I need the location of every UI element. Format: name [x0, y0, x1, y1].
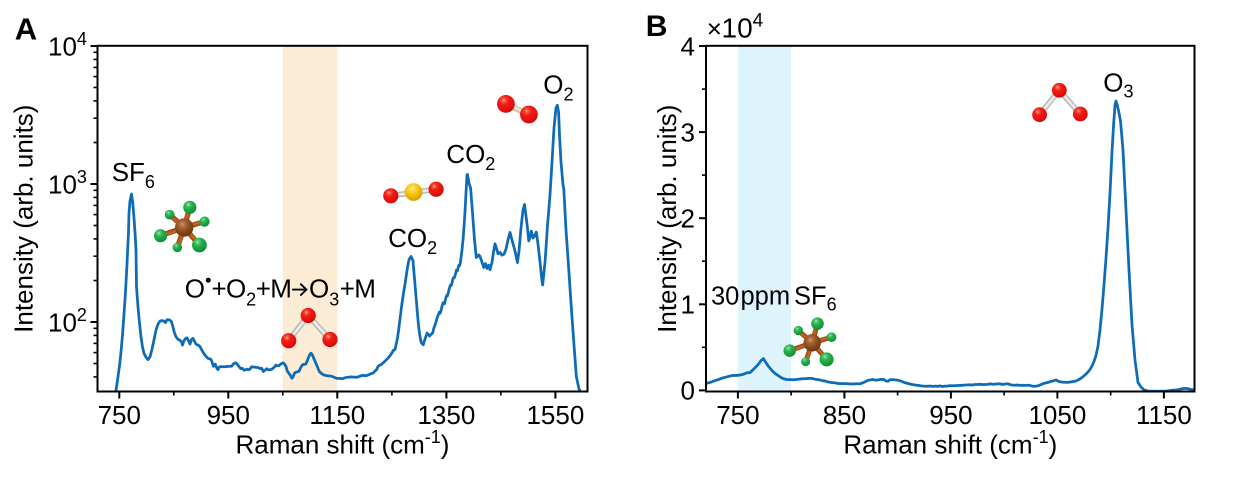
svg-text:B: B [646, 10, 668, 43]
svg-text:2: 2 [246, 289, 256, 309]
svg-text:750: 750 [716, 400, 759, 430]
svg-text:4: 4 [681, 31, 695, 61]
svg-text:ppm: ppm [741, 283, 791, 311]
svg-text:A: A [15, 12, 37, 47]
svg-text:850: 850 [823, 400, 866, 430]
svg-text:3: 3 [329, 289, 339, 309]
svg-text:1150: 1150 [1136, 400, 1192, 430]
svg-text:M: M [354, 273, 376, 303]
svg-text:3: 3 [681, 117, 695, 147]
svg-text:Intensity (arb. units): Intensity (arb. units) [652, 105, 682, 333]
svg-text:750: 750 [98, 400, 141, 430]
svg-text:O: O [185, 273, 205, 303]
svg-text:Intensity (arb. units): Intensity (arb. units) [9, 105, 39, 333]
svg-text:Raman shift (cm-1): Raman shift (cm-1) [843, 427, 1057, 460]
svg-text:O: O [226, 273, 246, 303]
svg-text:Raman shift (cm-1): Raman shift (cm-1) [236, 427, 450, 460]
svg-text:950: 950 [929, 400, 972, 430]
svg-text:+: + [256, 273, 271, 303]
svg-text:M: M [270, 273, 292, 303]
svg-text:×: × [707, 14, 722, 44]
svg-text:1: 1 [681, 290, 695, 320]
svg-text:1550: 1550 [526, 400, 584, 430]
svg-text:0: 0 [681, 376, 695, 406]
svg-text:2: 2 [681, 204, 695, 234]
svg-text:+: + [212, 273, 227, 303]
svg-text:1150: 1150 [309, 400, 365, 430]
svg-text:O: O [309, 273, 329, 303]
svg-text:+: + [340, 273, 355, 303]
svg-text:1050: 1050 [1028, 400, 1086, 430]
svg-text:950: 950 [207, 400, 250, 430]
svg-text:30: 30 [711, 283, 739, 311]
svg-text:1350: 1350 [417, 400, 475, 430]
